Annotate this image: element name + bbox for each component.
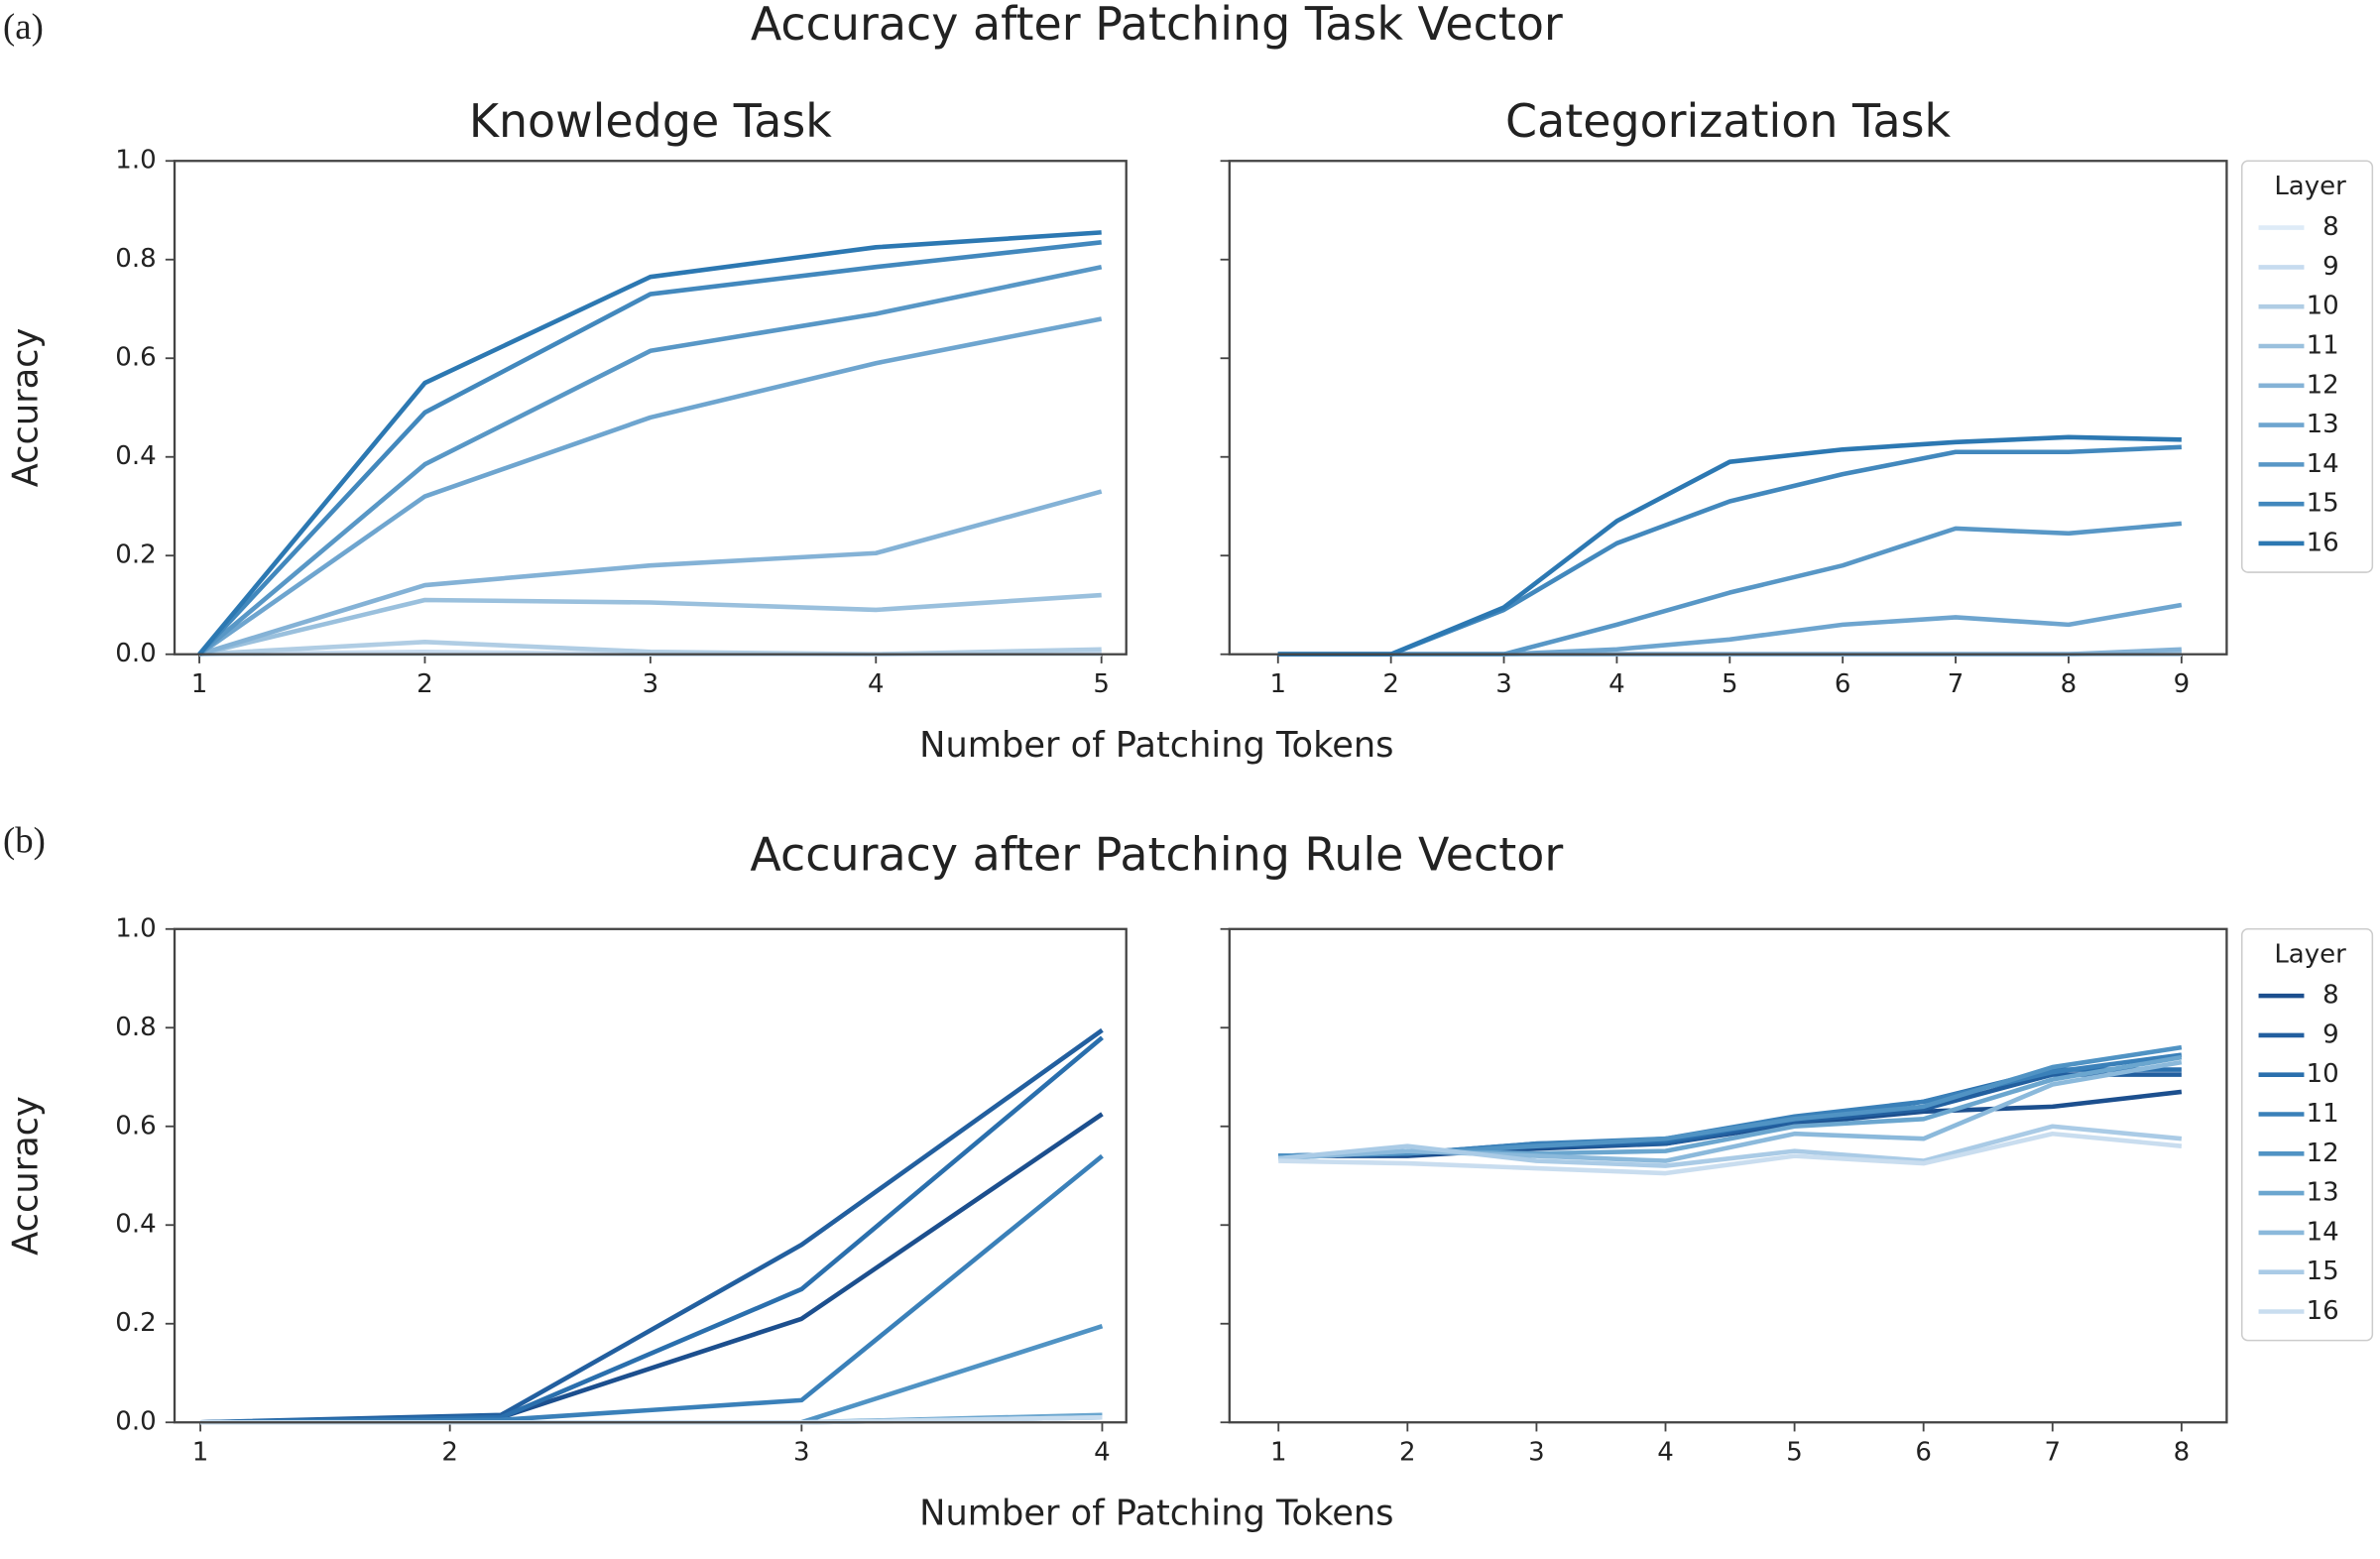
y-tick-label: 0.0 xyxy=(115,1407,156,1437)
data-line xyxy=(197,264,1103,657)
x-tick-label: 5 xyxy=(1093,669,1110,699)
legend-label: 11 xyxy=(2307,330,2339,360)
legend-label: 13 xyxy=(2307,410,2339,439)
y-tick-label: 0.2 xyxy=(115,540,156,570)
legend-label: 12 xyxy=(2307,1139,2339,1168)
x-tick-label: 1 xyxy=(191,669,208,699)
data-line xyxy=(1277,521,2183,658)
data-line xyxy=(197,230,1102,657)
legend-label: 14 xyxy=(2307,449,2339,479)
panel-label: (a) xyxy=(3,6,44,47)
x-tick-label: 1 xyxy=(192,1437,209,1467)
data-line xyxy=(200,1035,1104,1425)
y-tick-label: 0.0 xyxy=(115,639,156,668)
x-tick-label: 3 xyxy=(1528,1437,1545,1467)
legend-label: 9 xyxy=(2322,252,2339,282)
legend-label: 9 xyxy=(2322,1019,2339,1049)
x-tick-label: 8 xyxy=(2061,669,2078,699)
y-axis-label: Accuracy xyxy=(6,1096,47,1256)
data-line xyxy=(198,489,1103,657)
axes-frame xyxy=(1228,160,2228,656)
x-tick-label: 4 xyxy=(1657,1437,1674,1467)
x-tick-label: 9 xyxy=(2174,669,2191,699)
data-line xyxy=(197,240,1102,657)
y-tick-label: 0.8 xyxy=(115,1013,156,1042)
x-tick-label: 2 xyxy=(441,1437,458,1467)
x-tick-label: 1 xyxy=(1270,1437,1287,1467)
panel-label: (b) xyxy=(3,819,46,860)
legend-label: 14 xyxy=(2307,1217,2339,1247)
data-line xyxy=(200,1027,1104,1425)
y-axis-label: Accuracy xyxy=(6,328,47,488)
legend-label: 16 xyxy=(2307,528,2339,557)
x-tick-label: 6 xyxy=(1915,1437,1932,1467)
legend-label: 15 xyxy=(2307,1257,2339,1286)
y-tick-label: 0.6 xyxy=(115,1111,156,1140)
x-tick-label: 2 xyxy=(1382,669,1399,699)
panel-title: Accuracy after Patching Task Vector xyxy=(751,0,1563,51)
legend-label: 10 xyxy=(2307,292,2339,321)
legend-label: 8 xyxy=(2322,981,2339,1011)
x-tick-label: 5 xyxy=(1722,669,1738,699)
x-tick-label: 4 xyxy=(868,669,885,699)
x-tick-label: 7 xyxy=(1948,669,1964,699)
x-tick-label: 1 xyxy=(1269,669,1286,699)
legend-label: 16 xyxy=(2307,1296,2339,1326)
x-axis-label: Number of Patching Tokens xyxy=(919,725,1393,766)
legend-label: 10 xyxy=(2307,1059,2339,1089)
legend-box xyxy=(2240,160,2374,573)
y-tick-label: 1.0 xyxy=(115,913,156,943)
axes-frame xyxy=(1228,927,2228,1424)
x-tick-label: 2 xyxy=(416,669,433,699)
legend-label: 12 xyxy=(2307,370,2339,400)
legend-label: 11 xyxy=(2307,1099,2339,1129)
y-tick-label: 0.2 xyxy=(115,1308,156,1338)
axes-frame xyxy=(173,160,1128,656)
data-line xyxy=(1278,1131,2183,1176)
y-tick-label: 0.6 xyxy=(115,343,156,373)
chart-title: Knowledge Task xyxy=(469,94,832,148)
data-line xyxy=(198,592,1102,657)
x-tick-label: 4 xyxy=(1094,1437,1111,1467)
legend-box xyxy=(2240,928,2374,1342)
x-tick-label: 6 xyxy=(1835,669,1851,699)
chart-title: Categorization Task xyxy=(1505,94,1952,148)
legend-label: 15 xyxy=(2307,489,2339,519)
legend-label: 13 xyxy=(2307,1178,2339,1208)
y-tick-label: 0.4 xyxy=(115,1210,156,1240)
data-line xyxy=(200,1153,1104,1425)
legend-title: Layer xyxy=(2274,172,2346,201)
x-tick-label: 7 xyxy=(2045,1437,2062,1467)
y-tick-label: 0.8 xyxy=(115,244,156,274)
axes-frame xyxy=(173,927,1128,1424)
x-tick-label: 3 xyxy=(793,1437,810,1467)
x-tick-label: 4 xyxy=(1608,669,1625,699)
data-line xyxy=(198,639,1102,658)
y-tick-label: 0.4 xyxy=(115,441,156,471)
data-line xyxy=(1278,1124,2183,1168)
x-tick-label: 5 xyxy=(1786,1437,1803,1467)
panel-title: Accuracy after Patching Rule Vector xyxy=(750,827,1563,881)
x-tick-label: 3 xyxy=(1495,669,1512,699)
data-line xyxy=(197,316,1103,657)
x-tick-label: 8 xyxy=(2174,1437,2191,1467)
data-line xyxy=(1278,1059,2183,1163)
data-line xyxy=(1277,434,2182,658)
y-tick-label: 1.0 xyxy=(115,146,156,176)
legend-label: 8 xyxy=(2322,212,2339,242)
x-tick-label: 2 xyxy=(1399,1437,1416,1467)
x-axis-label: Number of Patching Tokens xyxy=(919,1494,1393,1534)
x-tick-label: 3 xyxy=(643,669,659,699)
legend-title: Layer xyxy=(2274,939,2346,969)
